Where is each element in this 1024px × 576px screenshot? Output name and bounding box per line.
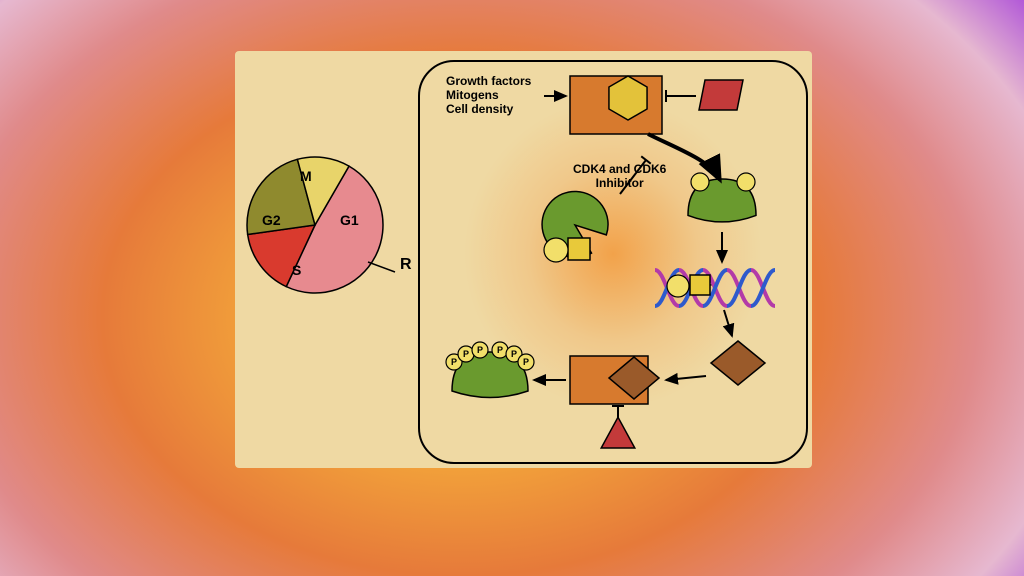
svg-text:P: P (451, 357, 457, 367)
gradient-background: G1SG2MRGrowth factors Mitogens Cell dens… (0, 0, 1024, 576)
svg-text:P: P (497, 345, 503, 355)
svg-text:P: P (463, 349, 469, 359)
svg-text:P: P (477, 345, 483, 355)
diagram-panel: G1SG2MRGrowth factors Mitogens Cell dens… (235, 51, 812, 468)
diagram-svg-top: PPPPPP (235, 51, 812, 468)
svg-text:P: P (523, 357, 529, 367)
svg-text:P: P (511, 349, 517, 359)
